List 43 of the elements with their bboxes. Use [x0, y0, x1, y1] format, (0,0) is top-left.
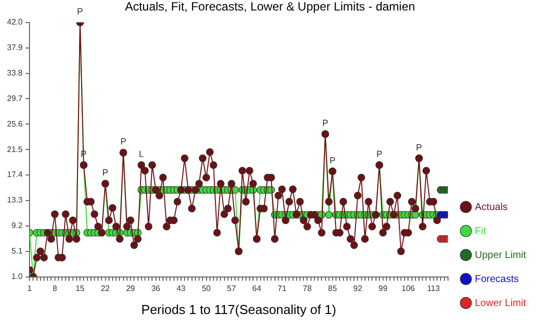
- x-tick-label: 43: [176, 284, 186, 293]
- annotation: P: [77, 6, 84, 16]
- x-tick-label: 50: [202, 284, 212, 293]
- legend-label: Upper Limit: [474, 250, 526, 261]
- y-tick-label: 17.4: [6, 170, 24, 180]
- annotation: P: [102, 168, 108, 178]
- x-tick-label: 15: [76, 284, 86, 293]
- x-tick-label: 1: [27, 284, 32, 293]
- y-tick-label: 37.9: [6, 43, 24, 52]
- y-tick-label: 5.1: [11, 246, 24, 256]
- annotation: P: [120, 136, 126, 147]
- annotation: L: [138, 149, 144, 160]
- x-tick-label: 85: [328, 284, 338, 293]
- x-tick-label: 106: [402, 284, 416, 293]
- legend-label: Fit: [474, 226, 486, 237]
- x-axis-title: Periods 1 to 117(Seasonality of 1): [141, 302, 336, 317]
- y-tick-label: 29.7: [6, 94, 24, 103]
- annotation: P: [416, 142, 422, 152]
- x-tick-label: 71: [278, 284, 287, 293]
- annotation: P: [376, 149, 382, 160]
- y-tick-label: 21.5: [6, 144, 24, 154]
- y-tick-label: 13.3: [6, 196, 24, 205]
- x-tick-label: 113: [427, 284, 440, 293]
- chart-title: Actuals, Fit, Forecasts, Lower & Upper Limits - damien: [124, 0, 416, 14]
- legend-label: Actuals: [474, 202, 508, 213]
- x-tick-label: 29: [126, 284, 136, 293]
- y-tick-label: 9.2: [11, 221, 24, 230]
- x-tick-label: 64: [252, 284, 262, 293]
- x-tick-label: 8: [52, 284, 58, 293]
- x-tick-label: 99: [378, 284, 388, 293]
- y-tick-label: 42.0: [6, 18, 24, 27]
- legend-label: Forecasts: [474, 274, 519, 285]
- x-tick-label: 36: [151, 284, 161, 293]
- y-tick-label: 25.6: [6, 119, 24, 128]
- y-tick-label: 1.0: [11, 272, 24, 282]
- annotation: P: [322, 118, 328, 128]
- x-tick-label: 22: [100, 284, 110, 293]
- x-tick-label: 78: [302, 284, 312, 293]
- annotation: P: [329, 155, 336, 166]
- x-tick-label: 92: [353, 284, 363, 293]
- x-tick-label: 57: [227, 284, 237, 293]
- legend-label: Lower Limit: [474, 298, 526, 309]
- y-tick-label: 33.8: [6, 68, 24, 78]
